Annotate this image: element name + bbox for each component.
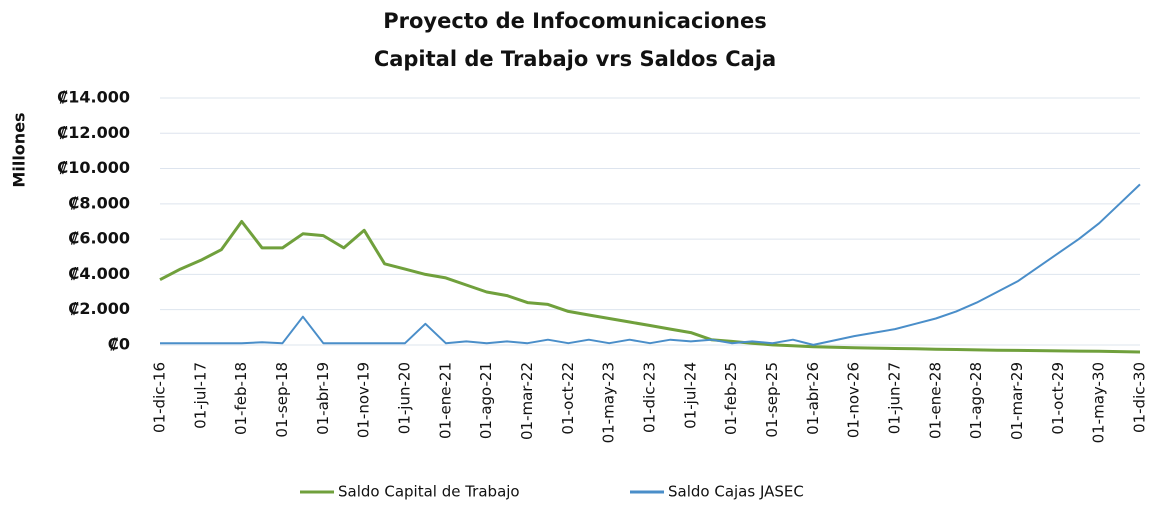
x-tick-label: 01-jun-20	[396, 362, 414, 434]
x-tick-label: 01-nov-19	[355, 362, 373, 438]
data-line	[159, 220, 1141, 354]
x-tick-label: 01-dic-30	[1131, 362, 1149, 433]
x-tick-label: 01-dic-16	[151, 362, 169, 433]
x-tick-label: 01-may-23	[600, 362, 618, 443]
x-tick-label: 01-sep-18	[273, 362, 291, 438]
x-tick-label: 01-mar-22	[518, 362, 536, 440]
x-tick-label: 01-ene-28	[926, 362, 944, 439]
x-tick-label: 01-jul-17	[191, 362, 209, 429]
y-tick-label: ₡14.000	[57, 88, 130, 107]
chart-subtitle: Capital de Trabajo vrs Saldos Caja	[374, 47, 776, 71]
y-tick-label: ₡10.000	[57, 158, 130, 177]
y-tick-label: ₡0	[108, 334, 130, 353]
x-tick-label: 01-mar-29	[1008, 362, 1026, 440]
y-tick-label: ₡2.000	[68, 299, 130, 318]
x-tick-label: 01-feb-18	[232, 362, 250, 435]
x-tick-label: 01-sep-25	[763, 362, 781, 438]
x-tick-label: 01-oct-22	[559, 362, 577, 435]
x-tick-label: 01-may-30	[1090, 362, 1108, 443]
legend-label: Saldo Capital de Trabajo	[338, 483, 520, 501]
x-tick-label: 01-abr-19	[314, 362, 332, 435]
x-tick-label: 01-jul-24	[681, 362, 699, 429]
y-axis-label: Millones	[10, 112, 29, 187]
y-tick-label: ₡4.000	[68, 264, 130, 283]
x-tick-label: 01-ene-21	[436, 362, 454, 439]
x-tick-label: 01-oct-29	[1049, 362, 1067, 435]
chart-title: Proyecto de Infocomunicaciones	[383, 9, 767, 33]
x-tick-label: 01-feb-25	[722, 362, 740, 435]
y-tick-label: ₡12.000	[57, 123, 130, 142]
y-tick-label: ₡6.000	[68, 229, 130, 248]
data-line	[160, 183, 1141, 346]
x-tick-label: 01-nov-26	[845, 362, 863, 438]
x-tick-label: 01-abr-26	[804, 362, 822, 435]
y-tick-label: ₡8.000	[68, 193, 130, 212]
x-tick-label: 01-dic-23	[641, 362, 659, 433]
legend-label: Saldo Cajas JASEC	[668, 483, 804, 501]
x-tick-label: 01-jun-27	[886, 362, 904, 434]
x-tick-label: 01-ago-21	[477, 362, 495, 439]
x-tick-label: 01-ago-28	[967, 362, 985, 439]
